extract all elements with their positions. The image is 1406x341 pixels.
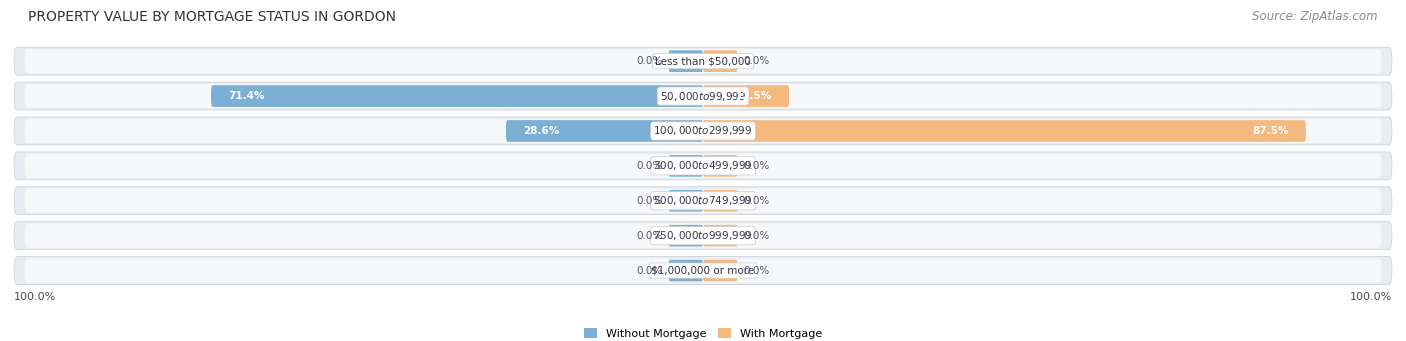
Text: 0.0%: 0.0% — [637, 266, 664, 276]
Legend: Without Mortgage, With Mortgage: Without Mortgage, With Mortgage — [579, 324, 827, 341]
FancyBboxPatch shape — [211, 85, 703, 107]
Text: $50,000 to $99,999: $50,000 to $99,999 — [659, 90, 747, 103]
Text: 0.0%: 0.0% — [637, 231, 664, 241]
FancyBboxPatch shape — [703, 120, 1306, 142]
Text: 0.0%: 0.0% — [637, 196, 664, 206]
Text: 0.0%: 0.0% — [742, 196, 769, 206]
FancyBboxPatch shape — [24, 49, 1382, 73]
FancyBboxPatch shape — [669, 225, 703, 247]
Text: 100.0%: 100.0% — [14, 292, 56, 302]
FancyBboxPatch shape — [669, 260, 703, 281]
FancyBboxPatch shape — [703, 225, 738, 247]
FancyBboxPatch shape — [14, 187, 1392, 215]
FancyBboxPatch shape — [703, 260, 738, 281]
Text: 100.0%: 100.0% — [1350, 292, 1392, 302]
FancyBboxPatch shape — [703, 50, 738, 72]
FancyBboxPatch shape — [14, 47, 1392, 75]
Text: 28.6%: 28.6% — [523, 126, 560, 136]
FancyBboxPatch shape — [703, 85, 789, 107]
Text: 0.0%: 0.0% — [742, 266, 769, 276]
FancyBboxPatch shape — [506, 120, 703, 142]
Text: Source: ZipAtlas.com: Source: ZipAtlas.com — [1253, 10, 1378, 23]
Text: 0.0%: 0.0% — [637, 161, 664, 171]
Text: 0.0%: 0.0% — [742, 231, 769, 241]
Text: Less than $50,000: Less than $50,000 — [655, 56, 751, 66]
FancyBboxPatch shape — [703, 155, 738, 177]
Text: 0.0%: 0.0% — [637, 56, 664, 66]
FancyBboxPatch shape — [669, 155, 703, 177]
FancyBboxPatch shape — [24, 223, 1382, 248]
FancyBboxPatch shape — [669, 190, 703, 211]
FancyBboxPatch shape — [14, 152, 1392, 180]
FancyBboxPatch shape — [24, 84, 1382, 108]
Text: $300,000 to $499,999: $300,000 to $499,999 — [654, 159, 752, 172]
FancyBboxPatch shape — [24, 154, 1382, 178]
FancyBboxPatch shape — [14, 82, 1392, 110]
Text: 87.5%: 87.5% — [1253, 126, 1289, 136]
FancyBboxPatch shape — [703, 190, 738, 211]
Text: $750,000 to $999,999: $750,000 to $999,999 — [654, 229, 752, 242]
Text: $100,000 to $299,999: $100,000 to $299,999 — [654, 124, 752, 137]
FancyBboxPatch shape — [14, 222, 1392, 250]
Text: 0.0%: 0.0% — [742, 161, 769, 171]
FancyBboxPatch shape — [24, 119, 1382, 143]
FancyBboxPatch shape — [669, 50, 703, 72]
FancyBboxPatch shape — [24, 258, 1382, 283]
FancyBboxPatch shape — [14, 117, 1392, 145]
Text: $500,000 to $749,999: $500,000 to $749,999 — [654, 194, 752, 207]
Text: 0.0%: 0.0% — [742, 56, 769, 66]
FancyBboxPatch shape — [14, 257, 1392, 284]
Text: PROPERTY VALUE BY MORTGAGE STATUS IN GORDON: PROPERTY VALUE BY MORTGAGE STATUS IN GOR… — [28, 10, 396, 24]
Text: 12.5%: 12.5% — [735, 91, 772, 101]
Text: 71.4%: 71.4% — [228, 91, 264, 101]
FancyBboxPatch shape — [24, 189, 1382, 213]
Text: $1,000,000 or more: $1,000,000 or more — [651, 266, 755, 276]
